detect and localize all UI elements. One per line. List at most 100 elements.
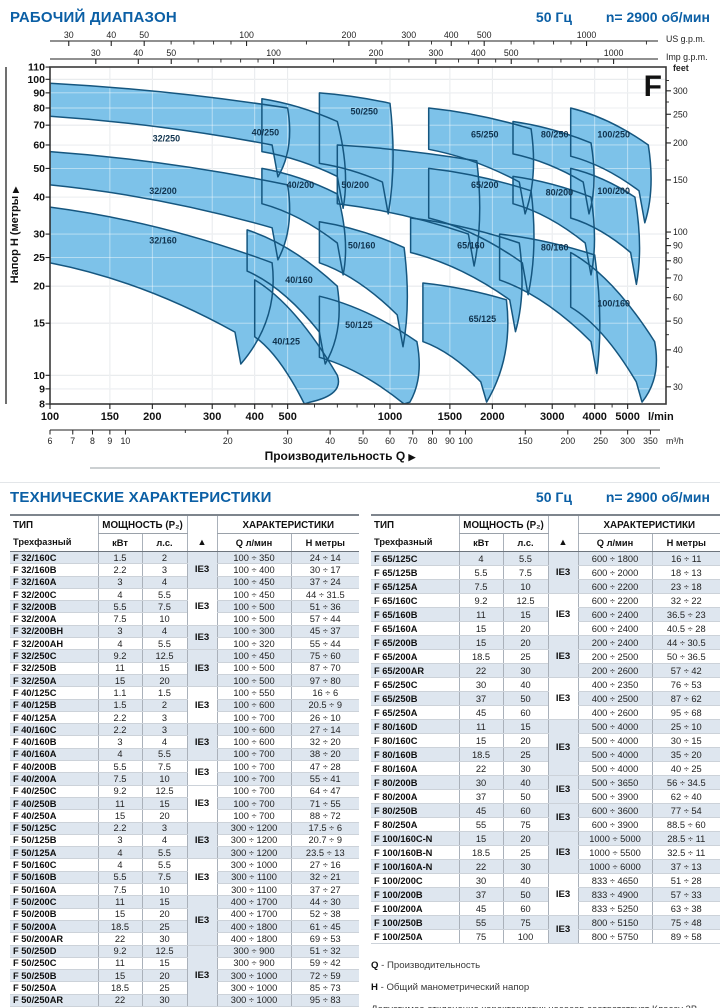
h-range-cell: 16 ÷ 6: [290, 686, 360, 700]
table-row: F 32/160A 3 4 100 ÷ 450 37 ÷ 24: [10, 576, 360, 589]
h-range-cell: 37 ÷ 27: [290, 883, 360, 897]
svg-text:40/160: 40/160: [285, 275, 313, 285]
svg-text:40/200: 40/200: [287, 180, 315, 190]
kw-cell: 2.2: [97, 723, 142, 737]
q-range-cell: 1000 ÷ 5500: [577, 845, 653, 860]
table-row: F 50/160C 4 5.5 IE3 300 ÷ 1000 27 ÷ 16: [10, 858, 360, 897]
model-cell: F 50/160B: [10, 871, 98, 885]
ie3-badge: IE3: [186, 821, 218, 860]
svg-text:Imp g.p.m.: Imp g.p.m.: [666, 52, 708, 62]
svg-text:80/250: 80/250: [541, 130, 569, 140]
h-range-cell: 18 ÷ 13: [651, 565, 720, 580]
kw-cell: 2.2: [97, 711, 142, 725]
table-row: F 32/160B 2.2 3 100 ÷ 400 30 ÷ 17: [10, 563, 360, 577]
q-range-cell: 400 ÷ 1700: [216, 895, 292, 909]
table-row: F 65/250B 37 50 400 ÷ 2500 87 ÷ 62: [371, 691, 720, 706]
tech-header: ТЕХНИЧЕСКИЕ ХАРАКТЕРИСТИКИ 50 Гц n= 2900…: [0, 482, 720, 506]
svg-text:1000: 1000: [577, 30, 597, 40]
q-range-cell: 100 ÷ 700: [216, 797, 292, 811]
table-row: F 65/125C 4 5.5 IE3 600 ÷ 1800 16 ÷ 11: [371, 551, 720, 594]
q-range-cell: 500 ÷ 4000: [577, 733, 653, 748]
h-range-cell: 24 ÷ 14: [290, 551, 360, 565]
tech-header-right: 50 Гц n= 2900 об/мин: [506, 489, 710, 505]
hp-cell: 15: [502, 607, 549, 622]
hp-cell: 15: [502, 719, 549, 734]
model-cell: F 65/125A: [371, 579, 459, 594]
hp-cell: 7.5: [502, 565, 549, 580]
kw-cell: 45: [458, 901, 503, 916]
col-threephase: Трехфазный: [371, 533, 459, 552]
model-cell: F 65/200B: [371, 635, 459, 650]
q-range-cell: 600 ÷ 2400: [577, 607, 653, 622]
svg-text:5000: 5000: [615, 411, 639, 423]
svg-text:500: 500: [504, 48, 519, 58]
h-range-cell: 87 ÷ 70: [290, 662, 360, 675]
ie3-badge: IE3: [186, 686, 218, 725]
svg-text:80/200: 80/200: [546, 187, 574, 197]
svg-text:7: 7: [70, 436, 75, 446]
q-range-cell: 400 ÷ 1700: [216, 908, 292, 921]
svg-text:500: 500: [477, 30, 492, 40]
svg-text:110: 110: [28, 62, 45, 74]
table-row: F 65/250C 30 40 IE3 400 ÷ 2350 76 ÷ 53: [371, 677, 720, 720]
hp-cell: 50: [502, 691, 549, 706]
h-range-cell: 95 ÷ 83: [290, 994, 360, 1007]
kw-cell: 15: [97, 809, 142, 823]
q-range-cell: 600 ÷ 1800: [577, 551, 653, 566]
h-range-cell: 32 ÷ 21: [290, 871, 360, 885]
model-cell: F 32/250A: [10, 674, 98, 688]
svg-text:200: 200: [342, 30, 357, 40]
table-row: F 32/200C 4 5.5 IE3 100 ÷ 450 44 ÷ 31.5: [10, 587, 360, 626]
q-range-cell: 833 ÷ 4650: [577, 873, 653, 888]
svg-text:32/160: 32/160: [149, 236, 177, 246]
svg-text:100/250: 100/250: [597, 130, 630, 140]
footnotes: Q - Производительность H - Общий маномет…: [371, 960, 711, 1008]
model-cell: F 80/250B: [371, 803, 459, 818]
svg-text:250: 250: [593, 436, 608, 446]
q-range-cell: 100 ÷ 400: [216, 563, 292, 577]
table-row: F 80/200B 30 40 IE3 500 ÷ 3650 56 ÷ 34.5: [371, 775, 720, 804]
kw-cell: 1.5: [97, 699, 142, 712]
table-row: F 40/125B 1.5 2 100 ÷ 600 20.5 ÷ 9: [10, 699, 360, 712]
svg-text:65/250: 65/250: [471, 130, 499, 140]
table-row: F 80/250B 45 60 IE3 600 ÷ 3600 77 ÷ 54: [371, 803, 720, 832]
table-row: F 50/200A 18.5 25 400 ÷ 1800 61 ÷ 45: [10, 920, 360, 934]
table-row: F 50/250AR 22 30 300 ÷ 1000 95 ÷ 83: [10, 994, 360, 1007]
model-cell: F 100/200A: [371, 901, 459, 916]
table-row: F 100/200C 30 40 IE3 833 ÷ 4650 51 ÷ 28: [371, 873, 720, 916]
col-q: Q л/мин: [577, 533, 653, 552]
h-range-cell: 44 ÷ 30: [290, 895, 360, 909]
model-cell: F 100/250B: [371, 915, 459, 930]
kw-cell: 55: [458, 915, 503, 930]
kw-cell: 7.5: [97, 772, 142, 786]
hp-cell: 10: [502, 579, 549, 594]
h-range-cell: 51 ÷ 32: [290, 944, 360, 958]
svg-text:1500: 1500: [438, 411, 462, 423]
hp-cell: 15: [141, 662, 188, 675]
ie3-badge: IE3: [186, 723, 218, 762]
h-range-cell: 30 ÷ 17: [290, 563, 360, 577]
svg-text:100/160: 100/160: [597, 298, 630, 308]
svg-text:40: 40: [673, 345, 683, 355]
svg-text:100: 100: [239, 30, 254, 40]
model-cell: F 40/200B: [10, 760, 98, 774]
model-cell: F 40/250C: [10, 784, 98, 798]
hp-cell: 10: [141, 612, 188, 626]
h-range-cell: 61 ÷ 45: [290, 920, 360, 934]
svg-text:100/200: 100/200: [597, 186, 630, 196]
model-cell: F 32/200A: [10, 612, 98, 626]
col-characteristics: ХАРАКТЕРИСТИКИ: [216, 515, 360, 534]
hp-cell: 40: [502, 775, 549, 790]
svg-text:400: 400: [444, 30, 459, 40]
svg-text:60: 60: [33, 139, 45, 151]
kw-cell: 11: [97, 895, 142, 909]
table-row: F 100/200B 37 50 833 ÷ 4900 57 ÷ 33: [371, 887, 720, 902]
model-cell: F 80/160B: [371, 747, 459, 762]
model-cell: F 32/200BH: [10, 624, 98, 639]
table-row: F 100/200A 45 60 833 ÷ 5250 63 ÷ 38: [371, 901, 720, 916]
svg-text:m³/h: m³/h: [666, 436, 684, 446]
kw-cell: 22: [97, 932, 142, 946]
kw-cell: 75: [458, 929, 503, 944]
svg-text:40: 40: [106, 30, 116, 40]
table-row: F 32/250A 15 20 100 ÷ 500 97 ÷ 80: [10, 674, 360, 688]
